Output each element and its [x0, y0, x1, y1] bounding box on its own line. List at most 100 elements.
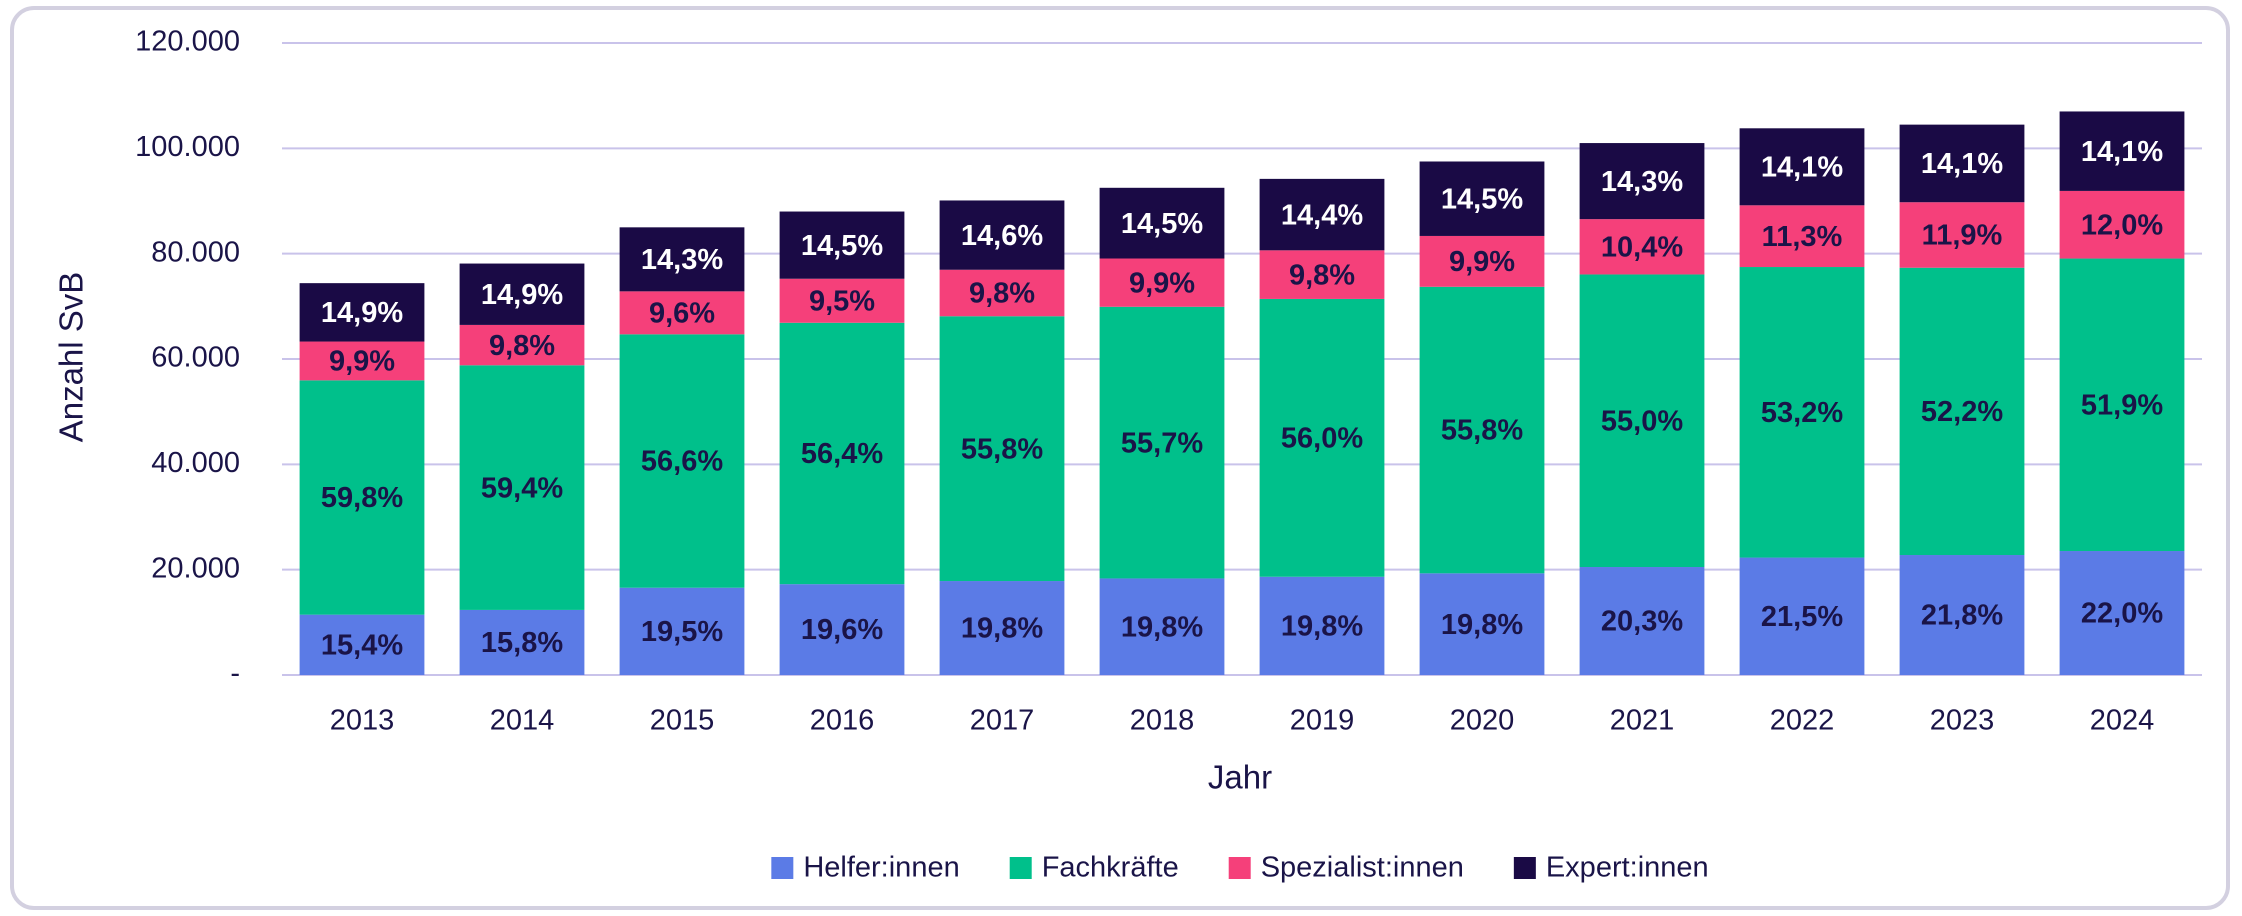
- data-label: 19,5%: [641, 616, 723, 648]
- data-label: 9,8%: [1289, 259, 1355, 291]
- bar-segment: [1579, 143, 1705, 220]
- bar-segment: [779, 322, 905, 585]
- data-label: 56,0%: [1281, 423, 1363, 455]
- data-label: 9,8%: [969, 278, 1035, 310]
- data-label: 19,8%: [1281, 611, 1363, 643]
- bar-segment: [1739, 128, 1865, 206]
- data-label: 55,8%: [1441, 415, 1523, 447]
- data-label: 15,8%: [481, 627, 563, 659]
- data-label: 12,0%: [2081, 209, 2163, 241]
- data-label: 21,8%: [1921, 600, 2003, 632]
- bar-segment: [459, 324, 585, 366]
- bar-segment: [1899, 267, 2025, 556]
- bar-segment: [299, 380, 425, 615]
- bar-segment: [1739, 557, 1865, 675]
- legend-label: Helfer:innen: [803, 852, 959, 884]
- legend-swatch: [1513, 857, 1536, 879]
- data-label: 10,4%: [1601, 231, 1683, 263]
- x-tick-label: 2024: [2090, 705, 2155, 737]
- bar-segment: [2059, 258, 2185, 552]
- data-label: 19,8%: [1121, 611, 1203, 643]
- data-label: 11,9%: [1922, 220, 2003, 252]
- x-tick-label: 2017: [970, 705, 1035, 737]
- x-tick-label: 2014: [490, 705, 555, 737]
- bar-segment: [1739, 267, 1865, 558]
- bar-segment: [2059, 190, 2185, 259]
- data-label: 9,9%: [329, 346, 395, 378]
- data-label: 19,8%: [961, 613, 1043, 645]
- data-label: 9,5%: [809, 285, 875, 317]
- bar-segment: [299, 614, 425, 675]
- x-tick-label: 2013: [330, 705, 395, 737]
- data-label: 14,3%: [1601, 166, 1683, 198]
- x-tick-label: 2022: [1770, 705, 1835, 737]
- bar-segment: [1099, 306, 1225, 579]
- data-label: 14,1%: [2081, 136, 2163, 168]
- data-label: 9,9%: [1449, 246, 1515, 278]
- x-tick-label: 2015: [650, 705, 715, 737]
- bar-segment: [1099, 258, 1225, 307]
- legend-label: Expert:innen: [1546, 852, 1709, 884]
- bar-segment: [1259, 298, 1385, 577]
- bar-segment: [939, 200, 1065, 270]
- bar-segment: [1579, 567, 1705, 675]
- bar-segment: [1899, 202, 2025, 268]
- y-tick-label: 60.000: [151, 342, 240, 374]
- data-label: 59,4%: [481, 472, 563, 504]
- data-label: 22,0%: [2081, 598, 2163, 630]
- legend-swatch: [1009, 857, 1032, 879]
- data-label: 11,3%: [1762, 221, 1843, 253]
- bar-segment: [619, 587, 745, 675]
- y-axis-title: Anzahl SvB: [53, 272, 90, 443]
- y-tick-label: 40.000: [151, 447, 240, 479]
- data-label: 20,3%: [1601, 606, 1683, 638]
- data-label: 9,6%: [649, 297, 715, 329]
- data-label: 14,9%: [481, 279, 563, 311]
- bar-segment: [459, 263, 585, 325]
- x-tick-label: 2023: [1930, 705, 1995, 737]
- x-tick-label: 2020: [1450, 705, 1515, 737]
- bar-segment: [939, 269, 1065, 317]
- data-label: 14,9%: [321, 297, 403, 329]
- bar-segment: [1419, 573, 1545, 675]
- bar-segment: [1419, 161, 1545, 236]
- bar-segment: [1259, 250, 1385, 299]
- bar-segment: [299, 341, 425, 381]
- bar-segment: [779, 211, 905, 279]
- bar-segment: [2059, 551, 2185, 675]
- bar-segment: [1099, 187, 1225, 259]
- data-label: 55,8%: [961, 433, 1043, 465]
- x-tick-label: 2021: [1610, 705, 1675, 737]
- data-label: 56,6%: [641, 446, 723, 478]
- data-label: 14,5%: [1121, 208, 1203, 240]
- data-label: 14,5%: [1441, 183, 1523, 215]
- data-label: 19,6%: [801, 614, 883, 646]
- x-tick-label: 2018: [1130, 705, 1195, 737]
- y-tick-label: 120.000: [135, 26, 240, 58]
- bar-segment: [619, 291, 745, 335]
- data-label: 52,2%: [1921, 396, 2003, 428]
- bar-segment: [1899, 555, 2025, 675]
- data-label: 55,7%: [1121, 427, 1203, 459]
- bar-segment: [1419, 235, 1545, 287]
- legend-swatch: [1228, 857, 1251, 879]
- data-label: 14,1%: [1921, 148, 2003, 180]
- bar-segment: [939, 581, 1065, 675]
- data-label: 15,4%: [321, 629, 403, 661]
- bar-segment: [2059, 111, 2185, 191]
- bar-segment: [619, 334, 745, 588]
- data-label: 9,9%: [1129, 267, 1195, 299]
- bar-segment: [1579, 219, 1705, 275]
- bar-segment: [1579, 274, 1705, 568]
- legend-label: Spezialist:innen: [1261, 852, 1464, 884]
- data-label: 14,1%: [1761, 151, 1843, 183]
- data-label: 51,9%: [2081, 389, 2163, 421]
- data-label: 56,4%: [801, 438, 883, 470]
- x-tick-label: 2016: [810, 705, 875, 737]
- bar-segment: [1899, 124, 2025, 203]
- bar-segment: [1099, 578, 1225, 675]
- bar-segment: [1419, 286, 1545, 574]
- bar-segment: [459, 365, 585, 610]
- y-tick-label: 80.000: [151, 236, 240, 268]
